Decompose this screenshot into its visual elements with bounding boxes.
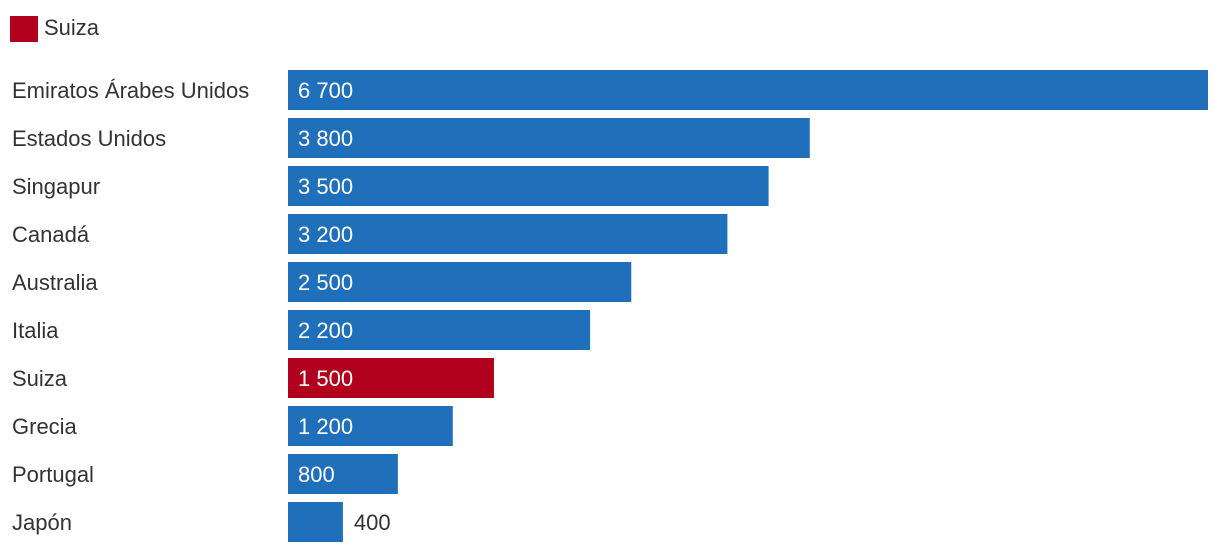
bar-suiza — [288, 358, 494, 398]
value-label-canada: 3 200 — [298, 222, 353, 247]
value-label-japon: 400 — [354, 510, 391, 535]
legend-swatch-suiza — [10, 16, 38, 42]
bar-grecia — [288, 406, 453, 446]
category-label-emiratos-arabes-unidos: Emiratos Árabes Unidos — [12, 78, 249, 103]
bar-singapur — [288, 166, 769, 206]
value-label-grecia: 1 200 — [298, 414, 353, 439]
category-label-canada: Canadá — [12, 222, 90, 247]
category-label-grecia: Grecia — [12, 414, 78, 439]
value-label-suiza: 1 500 — [298, 366, 353, 391]
category-label-singapur: Singapur — [12, 174, 100, 199]
value-label-estados-unidos: 3 800 — [298, 126, 353, 151]
value-label-australia: 2 500 — [298, 270, 353, 295]
bar-italia — [288, 310, 591, 350]
bar-canada — [288, 214, 728, 254]
category-label-portugal: Portugal — [12, 462, 94, 487]
value-label-italia: 2 200 — [298, 318, 353, 343]
bar-portugal — [288, 454, 398, 494]
value-label-emiratos-arabes-unidos: 6 700 — [298, 78, 353, 103]
bar-estados-unidos — [288, 118, 810, 158]
category-label-australia: Australia — [12, 270, 98, 295]
category-label-italia: Italia — [12, 318, 59, 343]
legend-label-suiza: Suiza — [44, 15, 100, 40]
category-label-estados-unidos: Estados Unidos — [12, 126, 166, 151]
value-label-singapur: 3 500 — [298, 174, 353, 199]
bar-emiratos-arabes-unidos — [288, 70, 1208, 110]
category-label-suiza: Suiza — [12, 366, 68, 391]
bar-australia — [288, 262, 632, 302]
category-label-japon: Japón — [12, 510, 72, 535]
value-label-portugal: 800 — [298, 462, 335, 487]
bar-japon — [288, 502, 343, 542]
